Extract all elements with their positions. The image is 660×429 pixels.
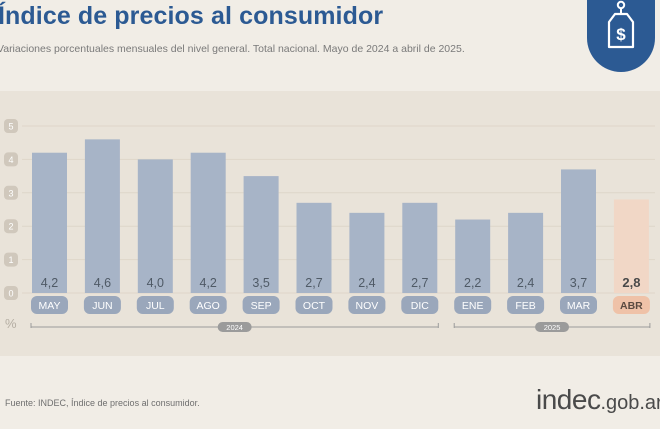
category-pill-feb	[507, 296, 545, 314]
y-axis-unit-label: %	[5, 316, 17, 331]
y-tick-label-2: 2	[8, 222, 13, 232]
category-label-oct: OCT	[303, 300, 326, 312]
value-label-jun: 4,6	[94, 276, 111, 290]
category-pill-jun	[83, 296, 121, 314]
category-label-may: MAY	[39, 300, 61, 312]
y-tick-label-5: 5	[8, 122, 13, 132]
y-tick-pill-3	[4, 185, 18, 200]
category-pill-mar	[560, 296, 597, 314]
category-pill-abr	[612, 296, 650, 314]
price-tag-icon: $	[607, 0, 635, 49]
year-label-2024: 2024	[226, 323, 243, 332]
bar-abr	[613, 199, 649, 293]
bar-jun	[84, 139, 120, 293]
y-tick-pill-2	[4, 219, 18, 234]
value-label-nov: 2,4	[358, 276, 375, 290]
value-label-abr: 2,8	[622, 275, 640, 290]
value-label-feb: 2,4	[517, 276, 534, 290]
bar-nov	[349, 212, 385, 293]
price-badge: $	[587, 0, 655, 72]
bar-oct	[296, 202, 332, 293]
value-label-ago: 4,2	[200, 276, 217, 290]
value-label-may: 4,2	[41, 276, 58, 290]
value-label-sep: 3,5	[252, 276, 269, 290]
value-label-mar: 3,7	[570, 276, 587, 290]
category-pill-ene	[454, 296, 492, 314]
category-label-sep: SEP	[251, 300, 272, 312]
bar-mar	[561, 169, 596, 293]
category-label-feb: FEB	[515, 300, 535, 312]
value-label-jul: 4,0	[147, 276, 164, 290]
category-label-ago: AGO	[197, 300, 220, 312]
y-tick-pill-0	[4, 286, 18, 300]
bar-feb	[508, 212, 544, 293]
category-label-dic: DIC	[411, 300, 430, 312]
category-label-mar: MAR	[567, 300, 591, 312]
logo-suffix: .gob.ar	[600, 392, 660, 414]
bar-ago	[190, 152, 226, 293]
category-label-jul: JUL	[146, 300, 165, 312]
year-label-2025: 2025	[544, 323, 561, 332]
category-pill-oct	[295, 296, 333, 314]
category-pill-jul	[136, 296, 174, 314]
bar-ene	[455, 219, 491, 293]
y-tick-label-0: 0	[8, 289, 13, 299]
chart-subtitle: Variaciones porcentuales mensuales del n…	[0, 43, 465, 55]
category-pill-dic	[401, 296, 439, 314]
chart-title: Índice de precios al consumidor	[0, 2, 384, 30]
chart-area: 0 1 2 3 4 5% 4,2 MAY 4,6 JUN 4,0 JUL 4,2 AGO 3,5 SEP 2,7…	[0, 91, 660, 356]
category-label-ene: ENE	[462, 300, 484, 312]
value-label-oct: 2,7	[305, 276, 322, 290]
category-label-abr: ABR	[620, 300, 643, 312]
y-tick-pill-4	[4, 152, 18, 167]
category-label-jun: JUN	[92, 300, 112, 312]
year-pill-2024	[217, 322, 252, 332]
y-tick-label-3: 3	[8, 188, 13, 198]
logo-main: indec	[536, 384, 601, 415]
category-pill-ago	[189, 296, 227, 314]
y-tick-pill-1	[4, 252, 18, 267]
svg-text:$: $	[616, 25, 626, 44]
value-label-dic: 2,7	[411, 276, 428, 290]
category-pill-nov	[348, 296, 386, 314]
category-label-nov: NOV	[356, 300, 379, 312]
bar-sep	[243, 176, 279, 293]
value-label-ene: 2,2	[464, 276, 481, 290]
bar-jul	[137, 159, 173, 293]
bar-dic	[402, 202, 438, 293]
source-note: Fuente: INDEC, Índice de precios al cons…	[5, 398, 200, 408]
indec-logo: indec.gob.ar	[536, 384, 660, 416]
bar-chart: 0 1 2 3 4 5% 4,2 MAY 4,6 JUN 4,0 JUL 4,2 AGO 3,5 SEP 2,7…	[4, 119, 655, 332]
bar-may	[32, 152, 67, 293]
y-tick-pill-5	[4, 119, 18, 133]
y-tick-label-4: 4	[8, 155, 13, 165]
category-pill-may	[31, 296, 68, 314]
year-pill-2025	[535, 322, 570, 332]
category-pill-sep	[242, 296, 280, 314]
y-tick-label-1: 1	[8, 255, 13, 265]
